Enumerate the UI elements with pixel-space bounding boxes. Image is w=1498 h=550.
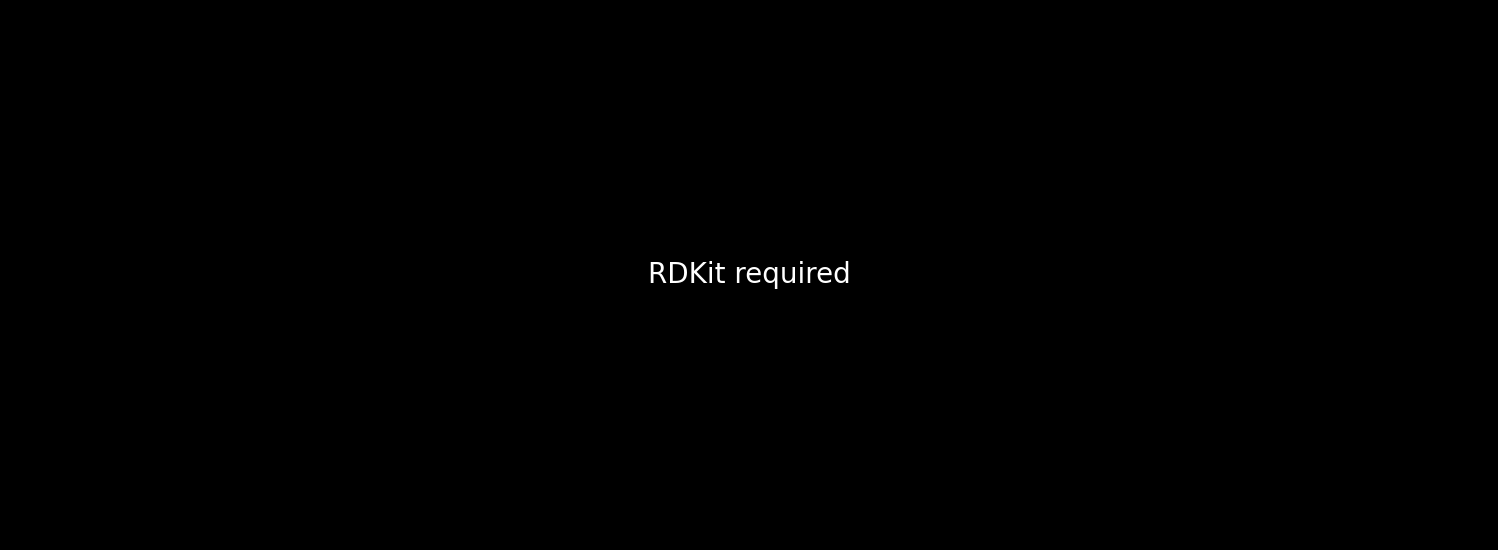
- Text: RDKit required: RDKit required: [647, 261, 851, 289]
